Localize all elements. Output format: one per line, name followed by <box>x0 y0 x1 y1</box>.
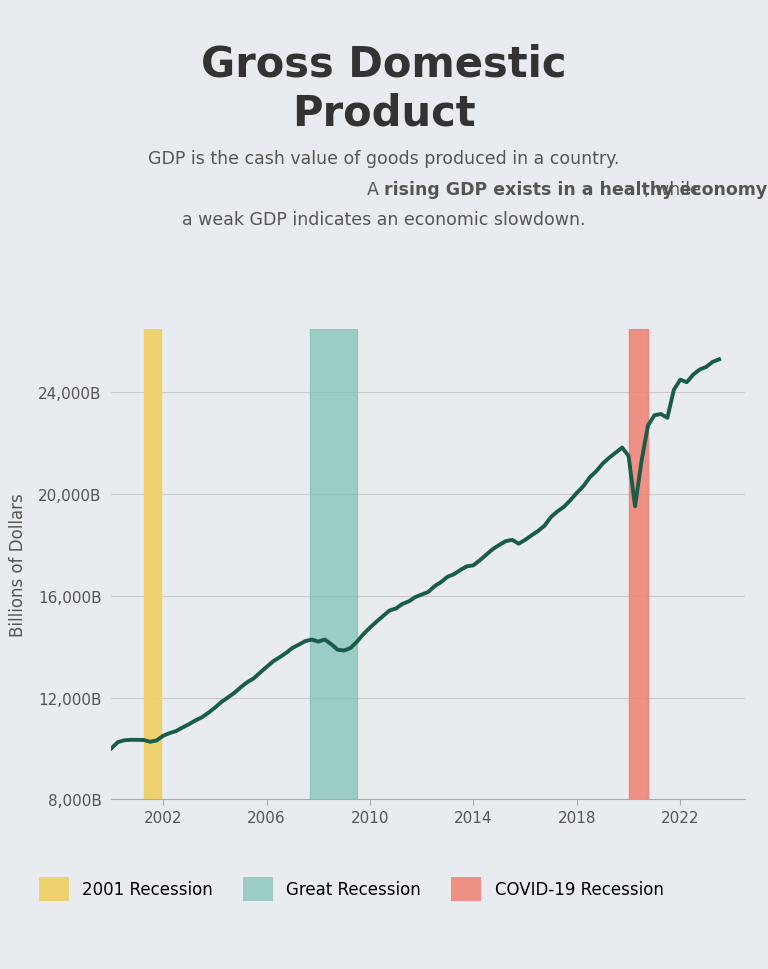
Text: , while: , while <box>644 181 700 200</box>
Bar <box>628 329 648 799</box>
Text: GDP is the cash value of goods produced in a country.: GDP is the cash value of goods produced … <box>148 150 620 169</box>
Bar <box>310 329 357 799</box>
Text: Product: Product <box>292 92 476 134</box>
Y-axis label: Billions of Dollars: Billions of Dollars <box>9 492 27 637</box>
Legend: 2001 Recession, Great Recession, COVID-19 Recession: 2001 Recession, Great Recession, COVID-1… <box>39 877 664 901</box>
Text: a weak GDP indicates an economic slowdown.: a weak GDP indicates an economic slowdow… <box>182 211 586 230</box>
Text: Gross Domestic: Gross Domestic <box>201 44 567 85</box>
Text: rising GDP exists in a healthy economy: rising GDP exists in a healthy economy <box>384 181 767 200</box>
Bar <box>144 329 161 799</box>
Text: A: A <box>366 181 384 200</box>
